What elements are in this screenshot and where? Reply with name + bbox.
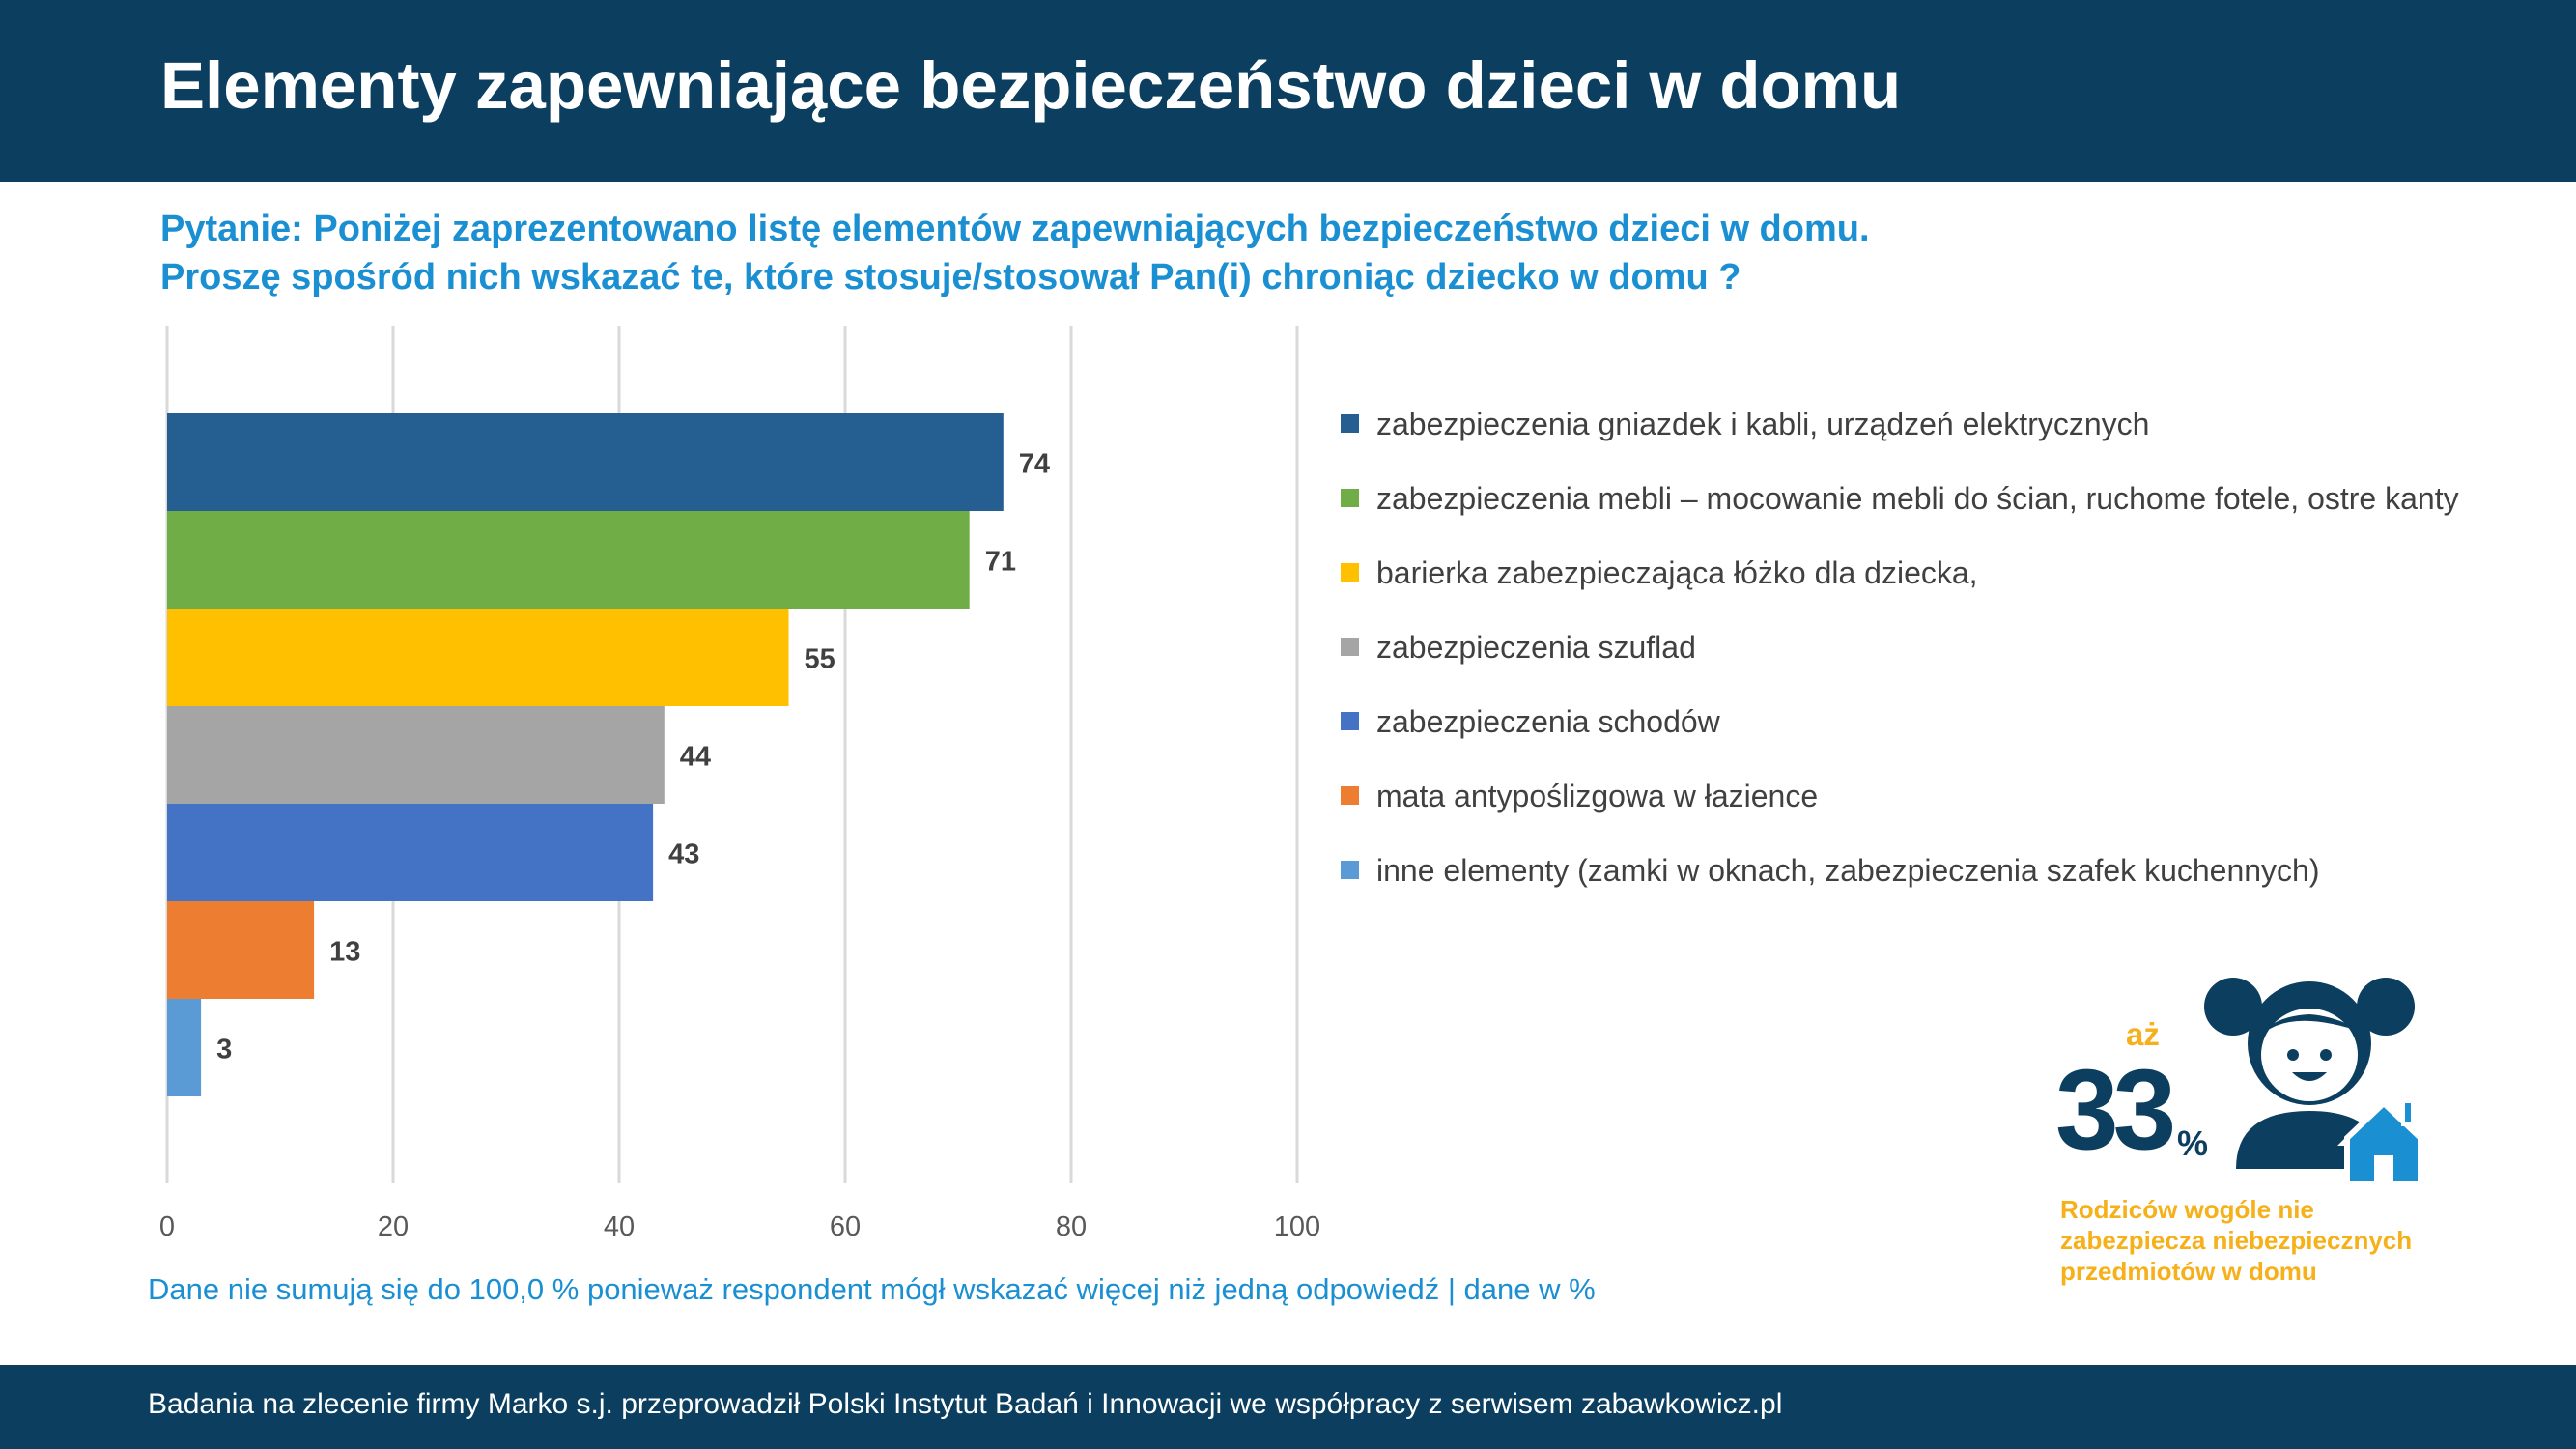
bar-value-label: 43 [668, 839, 699, 870]
legend-item: zabezpieczenia szuflad [1341, 624, 2459, 698]
x-tick-label: 80 [1056, 1211, 1087, 1242]
legend-swatch [1341, 563, 1359, 582]
legend-label: inne elementy (zamki w oknach, zabezpiec… [1376, 853, 2320, 888]
x-tick-label: 40 [604, 1211, 635, 1242]
question-text: Pytanie: Poniżej zaprezentowano listę el… [160, 205, 2382, 301]
data-labels: 74 71 55 44 43 13 3 [216, 449, 1050, 1065]
bar-value-label: 44 [680, 742, 711, 773]
legend-swatch [1341, 638, 1359, 657]
bar [167, 804, 654, 901]
question-line-2: Proszę spośród nich wskazać te, które st… [160, 257, 1741, 298]
legend-label: zabezpieczenia schodów [1376, 704, 1720, 739]
legend-item: zabezpieczenia gniazdek i kabli, urządze… [1341, 401, 2459, 475]
x-tick-label: 20 [378, 1211, 409, 1242]
x-axis-ticks: 0 20 40 60 80 100 [159, 1211, 1320, 1242]
stat-number: 33 [2055, 1046, 2176, 1174]
page-title: Elementy zapewniające bezpieczeństwo dzi… [160, 48, 1902, 123]
chart-legend: zabezpieczenia gniazdek i kabli, urządze… [1341, 401, 2459, 922]
x-tick-label: 0 [159, 1211, 175, 1242]
bars [167, 413, 1004, 1096]
legend-swatch [1341, 786, 1359, 806]
bar-value-label: 55 [805, 644, 835, 675]
bar-value-label: 74 [1019, 449, 1050, 480]
legend-label: zabezpieczenia gniazdek i kabli, urządze… [1376, 407, 2150, 441]
bar-value-label: 13 [329, 937, 360, 968]
legend-item: mata antypoślizgowa w łazience [1341, 773, 2459, 847]
bar [167, 609, 789, 706]
question-line-1: Pytanie: Poniżej zaprezentowano listę el… [160, 209, 1870, 249]
header-band: Elementy zapewniające bezpieczeństwo dzi… [0, 0, 2576, 182]
bar [167, 706, 665, 804]
bar [167, 413, 1004, 511]
stat-prefix: aż [2126, 1016, 2160, 1052]
footer-band [0, 1365, 2576, 1449]
legend-item: zabezpieczenia mebli – mocowanie mebli d… [1341, 475, 2459, 550]
legend-swatch [1341, 489, 1359, 508]
bar [167, 511, 970, 609]
stat-caption: Rodziców wogóle nie zabezpiecza niebezpi… [2060, 1195, 2413, 1286]
footnote: Dane nie sumują się do 100,0 % ponieważ … [148, 1272, 1596, 1306]
legend-swatch [1341, 861, 1359, 880]
x-tick-label: 60 [830, 1211, 861, 1242]
bar [167, 901, 315, 999]
legend-item: zabezpieczenia schodów [1341, 698, 2459, 773]
legend-label: zabezpieczenia szuflad [1376, 630, 1696, 665]
legend-label: mata antypoślizgowa w łazience [1376, 779, 1819, 813]
stat-unit: % [2177, 1123, 2209, 1163]
legend-item: inne elementy (zamki w oknach, zabezpiec… [1341, 847, 2459, 922]
bar [167, 999, 202, 1096]
child-house-icon [2204, 978, 2424, 1187]
legend-swatch [1341, 414, 1359, 434]
bar-value-label: 3 [216, 1035, 232, 1065]
x-tick-label: 100 [1274, 1211, 1320, 1242]
legend-label: zabezpieczenia mebli – mocowanie mebli d… [1376, 481, 2459, 516]
bar-value-label: 71 [985, 547, 1016, 578]
legend-label: barierka zabezpieczająca łóżko dla dziec… [1376, 555, 1978, 590]
legend-item: barierka zabezpieczająca łóżko dla dziec… [1341, 550, 2459, 624]
bar-chart: 74 71 55 44 43 13 3 0 20 40 60 80 100 [159, 326, 1320, 1242]
footer-text: Badania na zlecenie firmy Marko s.j. prz… [148, 1388, 1783, 1420]
legend-swatch [1341, 712, 1359, 731]
